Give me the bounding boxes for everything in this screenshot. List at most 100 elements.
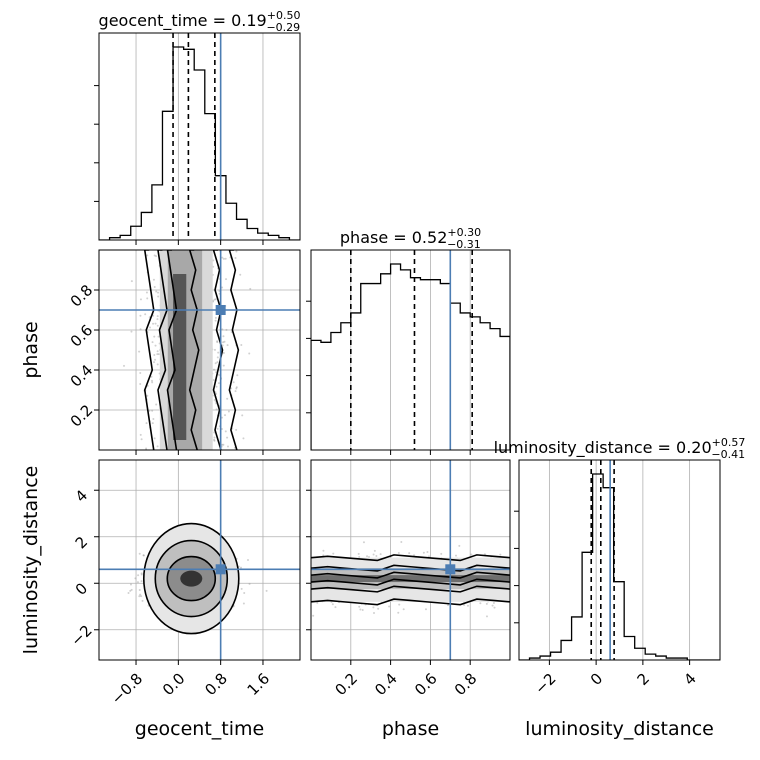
sample-point [440, 552, 443, 555]
truth-marker [215, 564, 226, 575]
sample-point [216, 341, 219, 344]
histogram-step [99, 46, 300, 240]
sample-point [499, 553, 502, 556]
sample-point [139, 298, 142, 301]
x-tick-label: 2 [634, 670, 653, 689]
sample-point [226, 436, 229, 439]
density-band [311, 575, 510, 583]
panel-title: luminosity_distance = 0.20+0.57 −0.41 [494, 436, 746, 461]
sample-point [138, 350, 141, 353]
sample-point [140, 595, 143, 598]
panel-frame [310, 459, 511, 661]
sample-point [138, 595, 141, 598]
sample-point [235, 386, 238, 389]
sample-point [213, 431, 216, 434]
panel-frame [310, 249, 511, 451]
sample-point [400, 541, 403, 544]
y-tick-label: 4 [72, 486, 91, 505]
sample-point [485, 615, 488, 618]
sample-point [214, 319, 217, 322]
contour-line [188, 250, 200, 450]
sample-point [146, 297, 149, 300]
sample-point [150, 375, 153, 378]
contour-line [166, 250, 178, 450]
x-tick-label: 4 [680, 670, 699, 689]
sample-point [463, 603, 466, 606]
sample-point [413, 554, 416, 557]
sample-point [152, 322, 155, 325]
hist-panel-geocent_time: geocent_time = 0.19+0.50 −0.29 [94, 9, 301, 245]
scatter-panel-phase-vs-geocent_time [94, 249, 301, 455]
sample-point [222, 341, 225, 344]
sample-point [220, 427, 223, 430]
sample-point [334, 606, 337, 609]
sample-point [246, 558, 249, 561]
sample-point [222, 352, 225, 355]
x-tick-label: 0.2 [331, 670, 361, 700]
sample-point [145, 447, 148, 450]
y-tick-label: 0.2 [67, 401, 97, 431]
sample-point [151, 341, 154, 344]
sample-point [223, 340, 226, 343]
hist-panel-phase: phase = 0.52+0.30 −0.31 [306, 226, 511, 455]
sample-point [373, 549, 376, 552]
panel-frame [98, 32, 301, 241]
sample-point [213, 348, 216, 351]
sample-point [234, 256, 237, 259]
x-tick-label: 0 [587, 670, 606, 689]
sample-point [156, 445, 159, 448]
sample-point [151, 381, 154, 384]
title-lower-error: −0.41 [711, 448, 745, 461]
sample-point [127, 592, 130, 595]
sample-point [138, 588, 141, 591]
contour-line [212, 250, 224, 450]
sample-point [426, 551, 429, 554]
sample-point [458, 544, 461, 547]
panel-content [311, 541, 510, 618]
sample-point [140, 573, 143, 576]
sample-point [212, 379, 215, 382]
sample-point [157, 295, 160, 298]
x-axis-label: phase [382, 718, 439, 740]
sample-point [242, 437, 245, 440]
sample-point [156, 318, 159, 321]
sample-point [397, 551, 400, 554]
sample-point [222, 443, 225, 446]
sample-point [265, 589, 268, 592]
sample-point [213, 439, 216, 442]
sample-point [134, 577, 137, 580]
sample-point [130, 588, 133, 591]
sample-point [362, 541, 365, 544]
sample-point [424, 608, 427, 611]
sample-point [130, 330, 133, 333]
y-axis-label: phase [20, 321, 42, 378]
sample-point [240, 587, 243, 590]
histogram-step [311, 263, 510, 450]
sample-point [358, 555, 361, 558]
sample-point [232, 381, 235, 384]
sample-point [139, 328, 142, 331]
sample-point [322, 549, 325, 552]
x-tick-label: 0.4 [371, 670, 401, 700]
x-tick-label: 1.6 [244, 670, 274, 700]
sample-point [221, 286, 224, 289]
sample-point [366, 555, 369, 558]
sample-point [241, 414, 244, 417]
sample-point [215, 408, 218, 411]
scatter-panel-luminosity_distance-vs-geocent_time [94, 459, 301, 665]
sample-point [427, 555, 430, 558]
sample-point [216, 361, 219, 364]
sample-point [214, 316, 217, 319]
sample-point [213, 298, 216, 301]
panel-title: geocent_time = 0.19+0.50 −0.29 [99, 9, 301, 34]
sample-point [139, 593, 142, 596]
sample-point [235, 250, 238, 253]
truth-marker [215, 305, 226, 315]
sample-point [156, 324, 159, 327]
panel-title: phase = 0.52+0.30 −0.31 [340, 226, 481, 251]
contour-line [311, 578, 510, 586]
scatter-panel-luminosity_distance-vs-phase [306, 459, 511, 665]
sample-point [372, 553, 375, 556]
sample-point [142, 554, 145, 557]
sample-point [248, 352, 251, 355]
